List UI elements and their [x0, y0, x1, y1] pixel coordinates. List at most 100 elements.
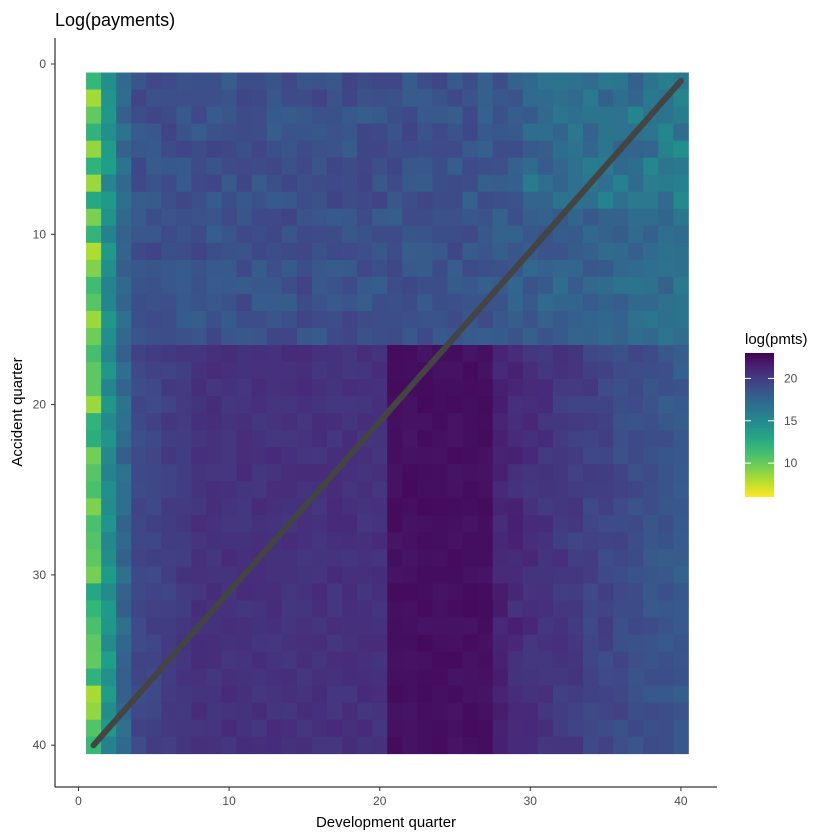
heatmap-cell: [221, 685, 238, 704]
heatmap-cell: [387, 379, 403, 397]
heatmap-cell: [372, 481, 388, 499]
heatmap-cell: [447, 651, 463, 669]
heatmap-cell: [281, 430, 298, 448]
heatmap-cell: [417, 702, 433, 721]
heatmap-cell: [658, 225, 674, 244]
heatmap-cell: [176, 430, 192, 448]
heatmap-cell: [552, 736, 569, 755]
heatmap-cell: [552, 481, 569, 499]
heatmap-cell: [372, 549, 388, 567]
heatmap-cell: [116, 72, 132, 90]
heatmap-cell: [447, 430, 463, 448]
heatmap-cell: [311, 617, 328, 635]
heatmap-cell: [131, 600, 147, 618]
heatmap-cell: [206, 515, 222, 533]
heatmap-cell: [146, 583, 162, 601]
heatmap-cell: [372, 293, 388, 312]
heatmap-cell: [281, 191, 298, 210]
heatmap-cell: [598, 532, 614, 550]
heatmap-cell: [206, 157, 222, 176]
heatmap-cell: [628, 617, 644, 635]
heatmap-cell: [628, 208, 644, 227]
heatmap-cell: [296, 379, 313, 397]
heatmap-cell: [643, 174, 659, 193]
heatmap-cell: [522, 327, 539, 346]
heatmap-cell: [567, 447, 584, 465]
heatmap-cell: [191, 72, 207, 90]
heatmap-cell: [522, 651, 539, 669]
heatmap-cell: [522, 413, 539, 431]
heatmap-cell: [432, 89, 448, 107]
heatmap-cell: [613, 685, 629, 704]
heatmap-cell: [161, 549, 177, 567]
heatmap-cell: [643, 600, 659, 618]
heatmap-cell: [643, 736, 659, 755]
heatmap-cell: [583, 702, 599, 721]
heatmap-cell: [266, 379, 283, 397]
heatmap-cell: [311, 208, 328, 227]
heatmap-cell: [673, 413, 689, 431]
heatmap-cell: [191, 566, 207, 584]
heatmap-cell: [417, 327, 433, 346]
heatmap-cell: [206, 293, 222, 312]
heatmap-cell: [372, 447, 388, 465]
heatmap-cell: [643, 140, 659, 159]
heatmap-cell: [613, 191, 629, 210]
heatmap-cell: [567, 123, 584, 142]
heatmap-cell: [673, 242, 689, 261]
heatmap-cell: [628, 72, 644, 90]
heatmap-cell: [462, 191, 478, 210]
heatmap-cell: [658, 106, 674, 125]
diagonal-line: [90, 78, 684, 749]
heatmap-cell: [613, 464, 629, 482]
heatmap-cell: [583, 259, 599, 278]
heatmap-cell: [417, 498, 433, 516]
heatmap-cell: [266, 549, 283, 567]
heatmap-cell: [567, 157, 584, 176]
heatmap-cell: [673, 566, 689, 584]
heatmap-cell: [628, 293, 644, 312]
heatmap-cell: [432, 259, 448, 278]
heatmap-cell: [567, 702, 584, 721]
heatmap-cell: [372, 617, 388, 635]
heatmap-cell: [432, 310, 448, 329]
heatmap-cell: [507, 617, 524, 635]
heatmap-cell: [296, 566, 313, 584]
heatmap-cell: [281, 447, 298, 465]
heatmap-cell: [537, 464, 554, 482]
heatmap-cell: [598, 174, 614, 193]
heatmap-cell: [387, 327, 403, 346]
heatmap-cell: [342, 327, 358, 346]
heatmap-cell: [598, 668, 614, 686]
heatmap-cell: [628, 106, 644, 125]
heatmap-cell: [417, 276, 433, 295]
heatmap-cell: [266, 327, 283, 346]
heatmap-cell: [432, 293, 448, 312]
heatmap-cell: [176, 549, 192, 567]
heatmap-cell: [432, 242, 448, 261]
heatmap-cell: [507, 396, 524, 414]
heatmap-cell: [598, 123, 614, 142]
heatmap-cell: [447, 583, 463, 601]
heatmap-cell: [101, 242, 117, 261]
heatmap-cell: [266, 668, 283, 686]
heatmap-cell: [628, 719, 644, 738]
heatmap-cell: [477, 106, 494, 125]
heatmap-cell: [567, 549, 584, 567]
heatmap-cell: [402, 191, 418, 210]
heatmap-cell: [673, 736, 689, 755]
heatmap-cell: [372, 106, 388, 125]
heatmap-cell: [613, 566, 629, 584]
heatmap-cell: [372, 583, 388, 601]
heatmap-cell: [567, 651, 584, 669]
heatmap-cell: [643, 719, 659, 738]
heatmap-cell: [236, 532, 253, 550]
heatmap-cell: [131, 174, 147, 193]
heatmap-cell: [387, 191, 403, 210]
heatmap-cell: [266, 685, 283, 704]
heatmap-cell: [507, 174, 524, 193]
heatmap-cell: [281, 736, 298, 755]
heatmap-cell: [326, 345, 343, 363]
heatmap-cell: [583, 362, 599, 380]
heatmap-cell: [417, 89, 433, 107]
